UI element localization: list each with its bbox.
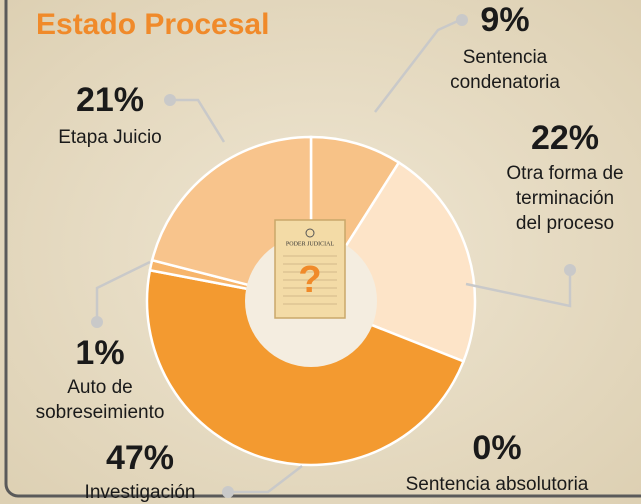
icon-symbol: ? xyxy=(298,259,321,301)
leader-line xyxy=(95,260,151,322)
leader-dot xyxy=(222,486,234,498)
leader-dot xyxy=(564,264,576,276)
value-label: 21% xyxy=(76,81,144,119)
chart-title: Estado Procesal xyxy=(36,8,269,41)
seal xyxy=(305,228,315,238)
category-label: Investigación xyxy=(85,482,196,503)
icon-text: PODER JUDICIAL xyxy=(286,241,335,247)
document-lines xyxy=(283,255,337,305)
value-label: 9% xyxy=(480,1,529,39)
leader-line xyxy=(172,98,226,143)
leader-line xyxy=(465,272,572,308)
frame xyxy=(4,0,641,498)
category-label: Sentencia absolutoria xyxy=(406,474,589,495)
category-label: Sentencia condenatoria xyxy=(450,47,560,93)
value-label: 1% xyxy=(75,334,124,372)
leader-lines xyxy=(91,14,576,498)
leader-line xyxy=(230,465,303,494)
leader-dot xyxy=(164,94,176,106)
document xyxy=(274,219,346,319)
value-label: 22% xyxy=(531,119,599,157)
value-label: 0% xyxy=(472,429,521,467)
leader-line xyxy=(374,18,461,113)
leader-dot xyxy=(456,14,468,26)
category-label: Auto de sobreseimiento xyxy=(36,377,165,423)
value-label: 47% xyxy=(106,439,174,477)
category-label: Etapa Juicio xyxy=(58,127,162,148)
leader-dot xyxy=(91,316,103,328)
category-label: Otra forma de terminación del proceso xyxy=(506,163,623,234)
center-icon: PODER JUDICIAL ? xyxy=(274,219,346,319)
